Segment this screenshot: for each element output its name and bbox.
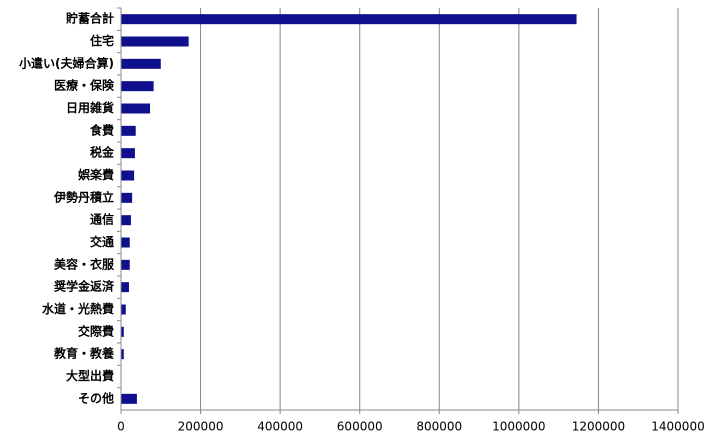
y-tick-label: 奨学金返済 (53, 279, 115, 294)
bar (121, 282, 129, 293)
y-tick-label: 水道・光熱費 (42, 301, 114, 316)
bar (121, 58, 161, 69)
bar (121, 125, 136, 136)
bar (121, 192, 133, 203)
x-tick-label: 800000 (416, 420, 462, 434)
y-tick-label: その他 (78, 390, 114, 405)
bar (121, 148, 135, 159)
y-tick-label: 日用雑貨 (66, 100, 114, 115)
x-tick-label: 600000 (337, 420, 383, 434)
y-tick-label: 大型出費 (66, 368, 114, 383)
y-tick-label: 通信 (90, 212, 114, 227)
y-tick-label: 教育・教養 (53, 346, 114, 361)
bar (121, 259, 130, 270)
y-tick-label: 美容・衣服 (54, 256, 115, 271)
y-tick-label: 伊勢丹積立 (53, 189, 114, 204)
y-tick-label: 交際費 (78, 323, 114, 338)
x-tick-label: 1400000 (651, 420, 704, 434)
y-tick-label: 娯楽費 (78, 167, 114, 182)
bar (121, 349, 124, 360)
y-tick-label: 住宅 (90, 33, 114, 48)
y-tick-label: 税金 (90, 145, 115, 160)
y-tick-label: 医療・保険 (54, 78, 115, 93)
y-tick-label: 交通 (90, 234, 114, 249)
bar (121, 304, 126, 315)
x-tick-label: 200000 (178, 420, 224, 434)
x-tick-label: 1200000 (572, 420, 625, 434)
y-tick-label: 食費 (89, 122, 114, 137)
bar (121, 14, 577, 25)
x-tick-label: 1000000 (492, 420, 545, 434)
y-tick-label: 貯蓄合計 (66, 11, 114, 26)
bar (121, 237, 130, 248)
bar (121, 393, 137, 404)
bar (121, 326, 124, 337)
bar (121, 81, 154, 92)
x-tick-label: 400000 (257, 420, 303, 434)
bar (121, 215, 131, 226)
bar (121, 170, 135, 181)
x-tick-label: 0 (117, 420, 125, 434)
bar (121, 36, 189, 47)
y-tick-label: 小遣い(夫婦合算) (19, 55, 114, 70)
bar (121, 103, 151, 114)
